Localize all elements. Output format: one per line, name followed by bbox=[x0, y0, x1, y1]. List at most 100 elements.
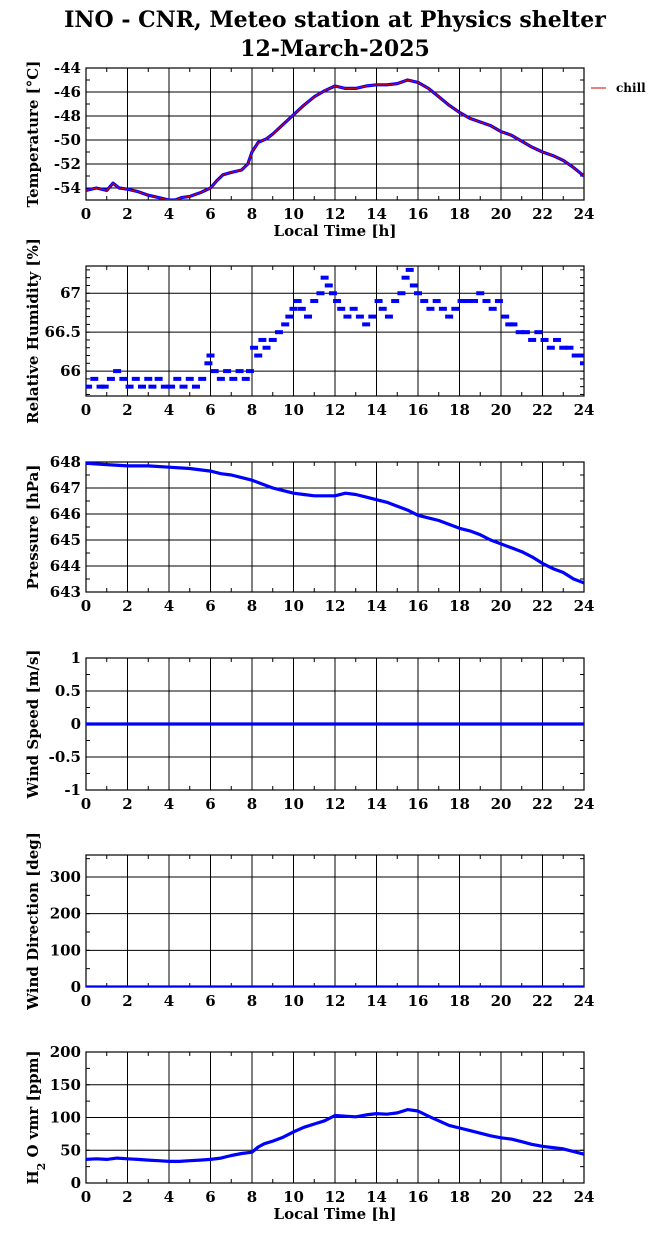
pressure-panel: 0 2 4 6 8 10 12 14 16 18 20 22 24643644645646647648P… bbox=[24, 453, 594, 615]
pressure-xtick-label: 18 bbox=[449, 597, 470, 615]
h2o-ytick-label: 150 bbox=[50, 1076, 81, 1094]
h2o-xtick-label: 12 bbox=[325, 1188, 346, 1206]
temperature-xtick-label: 20 bbox=[491, 205, 512, 223]
humidity-point bbox=[113, 369, 122, 374]
wind_speed-ylabel: Wind Speed [m/s] bbox=[24, 649, 42, 799]
wind_speed-xtick-label: 6 bbox=[205, 795, 215, 813]
humidity-point bbox=[397, 291, 406, 296]
wind_direction-xtick-label: 22 bbox=[532, 992, 553, 1010]
humidity-point bbox=[378, 306, 387, 311]
pressure-ytick-label: 643 bbox=[50, 583, 81, 601]
humidity-point bbox=[451, 306, 460, 311]
wind_direction-xtick-label: 24 bbox=[574, 992, 595, 1010]
humidity-point bbox=[241, 376, 250, 381]
pressure-ytick-label: 647 bbox=[50, 479, 81, 497]
humidity-point bbox=[333, 299, 342, 304]
humidity-point bbox=[534, 330, 543, 335]
temperature-data-group bbox=[86, 78, 584, 200]
humidity-point bbox=[258, 337, 267, 342]
pressure-frame bbox=[85, 461, 585, 593]
humidity-point bbox=[521, 330, 530, 335]
h2o-ylabel-part: H bbox=[24, 1170, 42, 1184]
humidity-point bbox=[501, 314, 510, 319]
pressure-series-line bbox=[86, 462, 584, 585]
wind_direction-ytick-label: 300 bbox=[50, 868, 81, 886]
humidity-point bbox=[268, 337, 277, 342]
h2o-ytick-label: 50 bbox=[60, 1141, 81, 1159]
humidity-xtick-label: 8 bbox=[247, 401, 257, 419]
charts-group: 0 2 4 6 8 10 12 14 16 18 20 22 24-54-52-50-48-46-44T… bbox=[24, 59, 646, 1223]
humidity-point bbox=[559, 345, 568, 350]
temperature-xtick-label: 24 bbox=[574, 205, 595, 223]
humidity-point bbox=[144, 376, 153, 381]
wind_speed-ytick-label: -1 bbox=[64, 781, 81, 799]
figure-title-line1: INO - CNR, Meteo station at Physics shel… bbox=[64, 7, 606, 33]
humidity-point bbox=[148, 384, 157, 389]
temperature-xlabel: Local Time [h] bbox=[274, 222, 397, 240]
humidity-point bbox=[138, 384, 147, 389]
wind_direction-xtick-label: 18 bbox=[449, 992, 470, 1010]
humidity-point bbox=[528, 337, 537, 342]
pressure-data-group bbox=[86, 462, 584, 585]
wind_speed-xtick-label: 12 bbox=[325, 795, 346, 813]
temperature-xtick-label: 16 bbox=[408, 205, 429, 223]
wind_speed-xtick-label: 4 bbox=[164, 795, 174, 813]
h2o-xtick-label: 20 bbox=[491, 1188, 512, 1206]
humidity-point bbox=[343, 314, 352, 319]
humidity-point bbox=[337, 306, 346, 311]
humidity-ytick-label: 67 bbox=[60, 284, 81, 302]
h2o-series-line bbox=[86, 1107, 584, 1164]
wind_direction-xtick-label: 6 bbox=[205, 992, 215, 1010]
temperature-frame bbox=[85, 67, 585, 201]
h2o-frame bbox=[85, 1051, 585, 1184]
humidity-point bbox=[316, 291, 325, 296]
temperature-ytick-label: -48 bbox=[54, 107, 81, 125]
humidity-xtick-label: 16 bbox=[408, 401, 429, 419]
humidity-point bbox=[457, 299, 466, 304]
humidity-point bbox=[494, 299, 503, 304]
humidity-point bbox=[420, 299, 429, 304]
humidity-point bbox=[374, 299, 383, 304]
humidity-point bbox=[414, 291, 422, 296]
pressure-xtick-label: 8 bbox=[247, 597, 257, 615]
humidity-point bbox=[86, 384, 93, 389]
wind_direction-ylabel: Wind Direction [deg] bbox=[24, 832, 42, 1011]
humidity-point bbox=[106, 376, 115, 381]
humidity-xtick-label: 6 bbox=[205, 401, 215, 419]
humidity-point bbox=[328, 291, 337, 296]
wind_direction-xtick-label: 2 bbox=[122, 992, 132, 1010]
humidity-xtick-label: 0 bbox=[81, 401, 91, 419]
wind_speed-xtick-label: 16 bbox=[408, 795, 429, 813]
wind_speed-ytick-label: -0.5 bbox=[49, 748, 81, 766]
pressure-ylabel: Pressure [hPa] bbox=[24, 465, 42, 590]
humidity-point bbox=[391, 299, 400, 304]
humidity-point bbox=[191, 384, 200, 389]
temperature-xtick-label: 4 bbox=[164, 205, 174, 223]
humidity-point bbox=[355, 314, 364, 319]
pressure-ytick-label: 644 bbox=[50, 557, 81, 575]
humidity-point bbox=[173, 376, 182, 381]
h2o-xlabel: Local Time [h] bbox=[274, 1205, 397, 1223]
humidity-xtick-label: 24 bbox=[574, 401, 595, 419]
humidity-point bbox=[426, 306, 435, 311]
temperature-panel: 0 2 4 6 8 10 12 14 16 18 20 22 24-54-52-50-48-46-44T… bbox=[24, 59, 646, 240]
h2o-xtick-label: 6 bbox=[205, 1188, 215, 1206]
humidity-point bbox=[90, 376, 99, 381]
humidity-point bbox=[262, 345, 271, 350]
humidity-point bbox=[482, 299, 491, 304]
humidity-point bbox=[185, 376, 194, 381]
pressure-xtick-label: 12 bbox=[325, 597, 346, 615]
wind_speed-xtick-label: 20 bbox=[491, 795, 512, 813]
humidity-point bbox=[119, 376, 128, 381]
temperature-xtick-label: 18 bbox=[449, 205, 470, 223]
humidity-point bbox=[204, 361, 213, 366]
h2o-xtick-label: 2 bbox=[122, 1188, 132, 1206]
humidity-xtick-label: 20 bbox=[491, 401, 512, 419]
pressure-xtick-label: 14 bbox=[366, 597, 387, 615]
temperature-xtick-label: 14 bbox=[366, 205, 387, 223]
wind_direction-xtick-label: 0 bbox=[81, 992, 91, 1010]
pressure-ytick-label: 645 bbox=[50, 531, 81, 549]
